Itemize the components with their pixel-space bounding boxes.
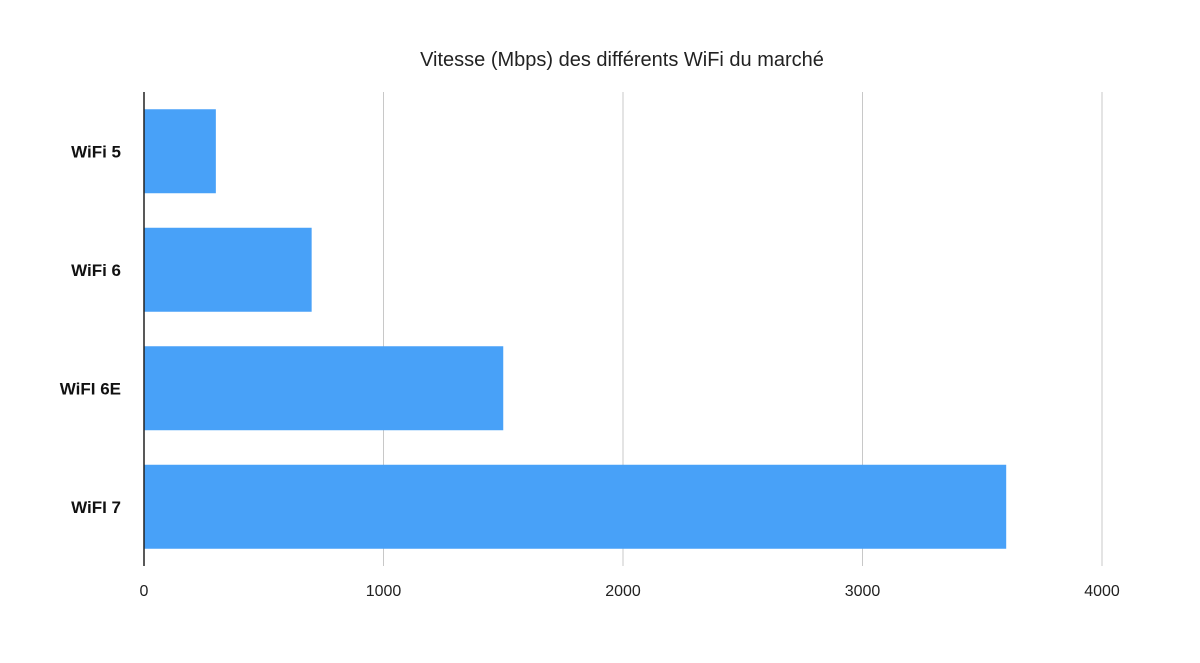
x-tick-label: 0 — [140, 583, 149, 600]
x-tick-label: 3000 — [845, 583, 881, 600]
category-label: WiFI 6E — [60, 379, 121, 398]
x-tick-label: 2000 — [605, 583, 641, 600]
chart-title: Vitesse (Mbps) des différents WiFi du ma… — [420, 49, 824, 71]
bar-wifi-5 — [144, 109, 216, 194]
bar-wifi-6 — [144, 227, 312, 312]
category-label: WiFI 7 — [71, 498, 121, 517]
bar-wifi-7 — [144, 464, 1007, 549]
category-label: WiFi 5 — [71, 142, 121, 161]
x-tick-label: 1000 — [366, 583, 402, 600]
category-label: WiFi 6 — [71, 261, 121, 280]
bar-wifi-6e — [144, 346, 504, 431]
x-axis-tick-labels: 0 1000 2000 3000 4000 — [140, 583, 1120, 600]
x-tick-label: 4000 — [1084, 583, 1120, 600]
category-labels: WiFi 5 WiFi 6 WiFI 6E WiFI 7 — [60, 142, 121, 517]
bars — [144, 109, 1007, 549]
